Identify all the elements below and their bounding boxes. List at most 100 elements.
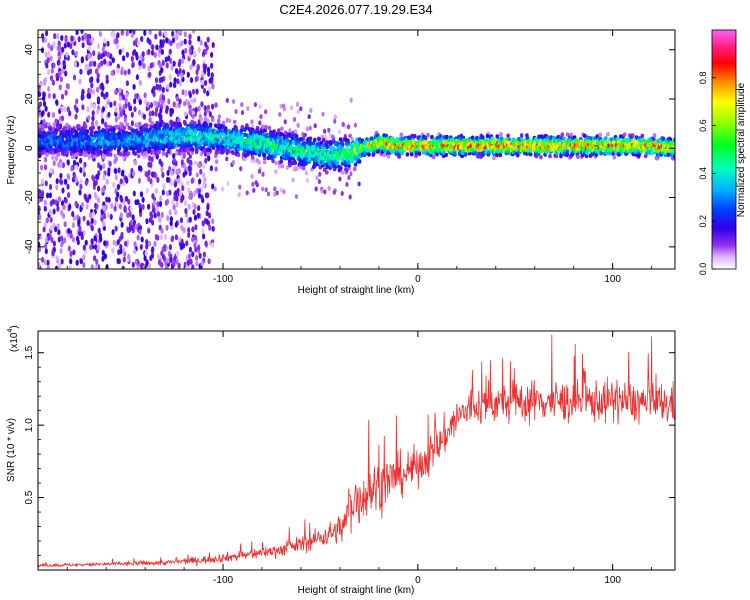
spectrogram-cell bbox=[302, 148, 306, 153]
spectrogram-cell bbox=[215, 159, 219, 165]
spectrogram-cell bbox=[327, 127, 331, 133]
spectrogram-cell bbox=[43, 199, 48, 206]
spectrogram-cell bbox=[54, 265, 59, 269]
spectrogram-cell bbox=[141, 204, 145, 210]
spectrogram-cell bbox=[174, 68, 179, 74]
spectrogram-cell bbox=[253, 102, 257, 108]
spectrogram-cell bbox=[197, 35, 201, 42]
spectrogram-cell bbox=[519, 133, 524, 138]
spectrogram-cell bbox=[115, 196, 119, 203]
spectrogram-cell bbox=[612, 155, 616, 160]
spectrogram-cell bbox=[155, 44, 159, 51]
spectrogram-cell bbox=[76, 214, 80, 221]
spectrogram-cell bbox=[152, 199, 156, 206]
spectrogram-cell bbox=[126, 227, 130, 233]
spectrogram-cell bbox=[239, 128, 244, 133]
spectrogram-cell bbox=[197, 105, 201, 112]
spectrogram-cell bbox=[71, 236, 75, 243]
spectrogram-cell bbox=[129, 219, 133, 226]
spectrogram-cell bbox=[82, 215, 86, 222]
spectrogram-cell bbox=[171, 30, 175, 37]
spectrogram-cell bbox=[263, 128, 268, 133]
spectrogram-cell bbox=[158, 77, 162, 84]
spectrogram-cell bbox=[197, 205, 201, 212]
spectrogram-cell bbox=[116, 239, 120, 246]
spectrogram-cell bbox=[43, 156, 48, 163]
spectrogram-cell bbox=[66, 41, 70, 48]
spectrogram-cell bbox=[211, 242, 215, 249]
spectrogram-cell bbox=[317, 179, 321, 185]
spectrogram-cell bbox=[303, 132, 307, 138]
spectrogram-cell bbox=[225, 156, 229, 162]
spectrogram-cell bbox=[180, 224, 184, 231]
spectrogram-cell bbox=[204, 41, 208, 48]
spectrogram-cell bbox=[148, 117, 152, 123]
spectrogram-cell bbox=[71, 49, 75, 56]
spectrogram-cell bbox=[192, 121, 197, 126]
spectrogram-cell bbox=[200, 260, 204, 267]
spectrogram-cell bbox=[152, 207, 156, 214]
spectrogram-cell bbox=[193, 234, 198, 241]
spectrogram-cell bbox=[80, 57, 84, 64]
spectrogram-cell bbox=[46, 265, 50, 269]
spectrogram-cell bbox=[137, 122, 142, 127]
spectrogram-cell bbox=[47, 42, 51, 49]
spectrogram-cell bbox=[146, 101, 150, 108]
spectrogram-cell bbox=[93, 60, 97, 67]
spectrogram-cell bbox=[117, 113, 121, 120]
spectrogram-cell bbox=[193, 203, 197, 210]
spectrogram-cell bbox=[80, 201, 85, 208]
spectrogram-cell bbox=[177, 236, 182, 243]
spectrogram-cell bbox=[126, 151, 131, 156]
spectrogram-cell bbox=[165, 124, 170, 129]
spectrogram-cell bbox=[206, 66, 211, 73]
spectrogram-cell bbox=[188, 154, 192, 160]
spectrogram-cell bbox=[101, 186, 105, 193]
spectrogram-cell bbox=[63, 125, 68, 131]
spectrogram-cell bbox=[168, 189, 172, 196]
spectrogram-cell bbox=[85, 203, 89, 210]
spectrogram-cell bbox=[117, 167, 121, 174]
spectrogram-cell bbox=[195, 187, 199, 194]
spectrogram-cell bbox=[240, 102, 244, 108]
spectrogram-cell bbox=[120, 196, 124, 203]
spectrogram-cell bbox=[251, 181, 255, 187]
spectrogram-cell bbox=[120, 69, 124, 76]
spectrogram-cell bbox=[42, 95, 46, 102]
spectrogram-cell bbox=[68, 204, 72, 211]
spectrogram-cell bbox=[138, 207, 143, 214]
spectrogram-cell bbox=[191, 114, 195, 119]
spectrogram-cell bbox=[205, 218, 209, 225]
spectrogram-cell bbox=[174, 151, 179, 156]
figure-title: C2E4.2026.077.19.29.E34 bbox=[279, 2, 432, 17]
spectrogram-cell bbox=[42, 119, 46, 125]
spectrogram-cell bbox=[49, 75, 54, 82]
spectrogram-cell bbox=[308, 125, 312, 131]
spectrogram-cell bbox=[132, 170, 136, 177]
spectrogram-cell bbox=[188, 246, 192, 253]
spectrogram-cell bbox=[40, 191, 45, 198]
spectrogram-cell bbox=[62, 59, 66, 66]
spectrogram-cell bbox=[101, 85, 105, 92]
spectrogram-cell bbox=[131, 128, 136, 133]
spectrogram-cell bbox=[149, 255, 153, 261]
spectrogram-cell bbox=[169, 256, 173, 263]
spectrogram-cell bbox=[59, 248, 63, 254]
spectrogram-cell bbox=[112, 127, 116, 132]
spectrogram-cell bbox=[296, 122, 300, 128]
spectrogram-cell bbox=[89, 212, 93, 219]
spectrogram-cell bbox=[304, 170, 308, 176]
spectrogram-cell bbox=[271, 158, 275, 164]
spectrogram-cell bbox=[293, 129, 298, 134]
spectrogram-cell bbox=[130, 120, 134, 127]
spectrogram-cell bbox=[173, 77, 177, 84]
spectrogram-cell bbox=[183, 200, 188, 207]
spectrogram-cell bbox=[174, 209, 178, 216]
spectrogram-cell bbox=[160, 228, 164, 234]
spectrogram-cell bbox=[55, 184, 59, 191]
spectrogram-cell bbox=[164, 56, 168, 63]
spectrogram-cell bbox=[210, 72, 214, 79]
spectrogram-cell bbox=[264, 187, 268, 193]
spectrogram-cell bbox=[299, 106, 303, 112]
spectrogram-cell bbox=[191, 88, 196, 95]
